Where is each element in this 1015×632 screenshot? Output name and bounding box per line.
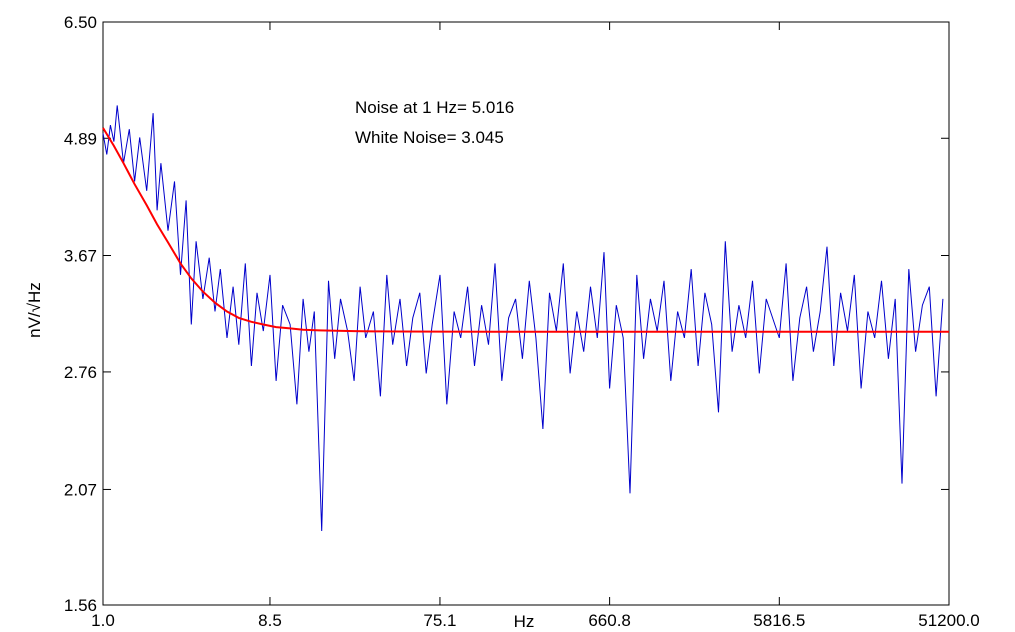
x-tick-labels: 1.0 8.5 75.1 660.8 5816.5 51200.0	[91, 611, 980, 630]
y-tick-label: 3.67	[64, 247, 97, 266]
x-tick-label: 1.0	[91, 611, 115, 630]
y-tick-label: 6.50	[64, 13, 97, 32]
annotation-noise-at-1hz: Noise at 1 Hz= 5.016	[355, 98, 514, 117]
y-tick-label: 2.07	[64, 480, 97, 499]
x-axis-title: Hz	[514, 612, 535, 631]
axis-ticks	[102, 21, 950, 606]
noise-spectrum-line	[102, 105, 944, 532]
x-tick-label: 75.1	[423, 611, 456, 630]
x-tick-label: 5816.5	[753, 611, 805, 630]
y-tick-labels: 1.56 2.07 2.76 3.67 4.89 6.50	[64, 13, 97, 615]
noise-fit-line	[102, 127, 949, 333]
y-tick-label: 1.56	[64, 596, 97, 615]
y-axis-title: nV/√Hz	[25, 282, 44, 338]
x-tick-label: 660.8	[588, 611, 631, 630]
x-tick-label: 8.5	[258, 611, 282, 630]
y-tick-label: 4.89	[64, 129, 97, 148]
plot-area-frame	[102, 21, 950, 606]
annotation-white-noise: White Noise= 3.045	[355, 128, 504, 147]
x-tick-label: 51200.0	[918, 611, 979, 630]
y-tick-label: 2.76	[64, 363, 97, 382]
